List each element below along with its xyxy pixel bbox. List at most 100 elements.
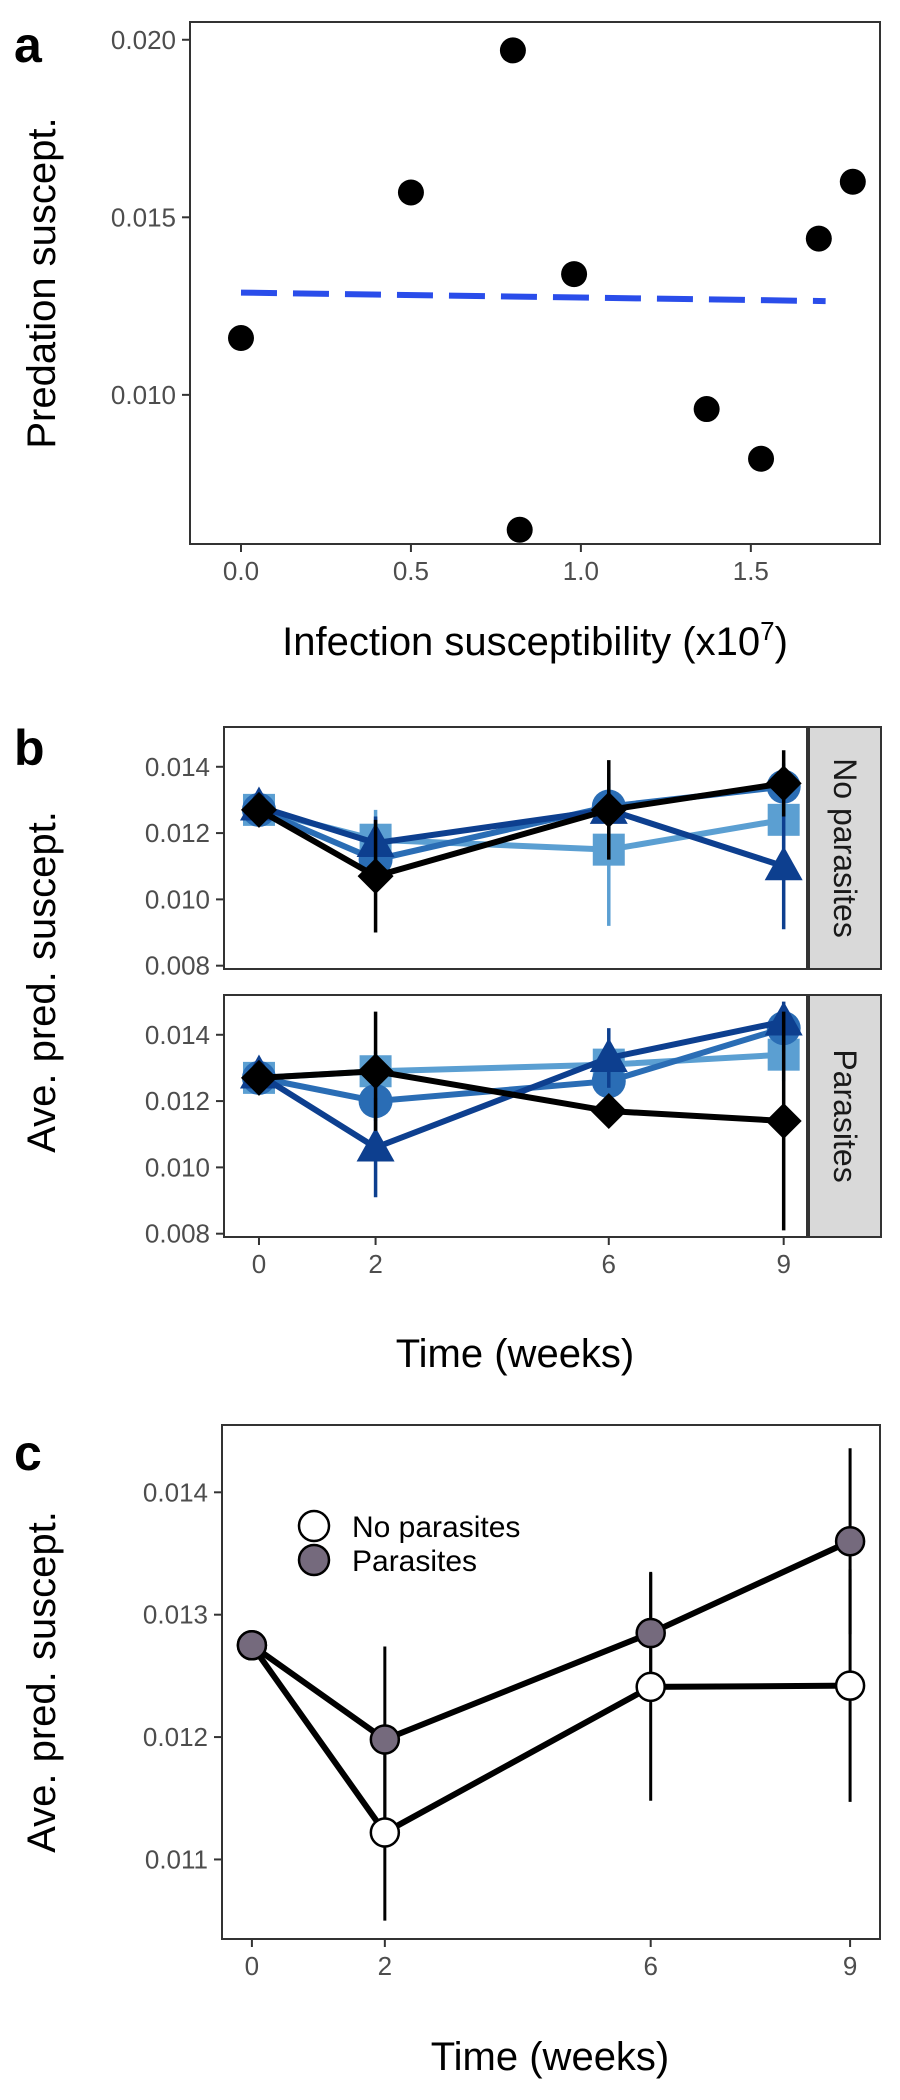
facet-marks [239,750,803,933]
series-diamond [240,750,802,933]
series-line [258,803,785,870]
series-triangle [239,780,803,930]
panel-c-marks [236,1448,866,1921]
legend-label-parasites: Parasites [352,1545,477,1578]
y-tick-label: 0.010 [111,380,176,410]
diamond-marker [765,765,802,802]
legend-key-no-parasites [297,1509,331,1543]
scatter-point [839,168,866,195]
triangle-marker [356,1127,395,1162]
triangle-marker [764,846,803,881]
panel-c-y-ticks: 0.011 0.012 0.013 0.014 [143,1477,222,1874]
series-triangle [239,1001,803,1198]
legend-key-parasites [297,1543,331,1577]
y-tick-label: 0.008 [145,951,210,981]
series-diamond [240,1011,802,1231]
panel-c-legend: No parasites Parasites [297,1509,520,1578]
diamond-marker [240,791,277,828]
x-tick-label: 0 [252,1249,266,1279]
scatter-point [561,261,588,288]
facet-plot-border [223,994,808,1238]
facet-plot-border [223,726,808,970]
panel-b: b No parasites 0.008 0.010 0.012 0.014 Para… [14,720,882,1376]
x-tick-label: 1.0 [563,556,599,586]
panel-a-letter: a [14,17,43,73]
facet-strip-label: Parasites [827,1049,863,1182]
panel-b-x-ticks: 0 2 6 9 [252,1237,791,1279]
x-tick-label: 2 [378,1951,392,1981]
data-point [834,1670,866,1701]
y-tick-label: 0.015 [111,202,176,232]
panel-b-y-title: Ave. pred. suscept. [20,811,64,1153]
data-point [635,1617,666,1649]
scatter-point [805,225,832,252]
y-tick-label: 0.010 [145,1152,210,1182]
y-tick-label: 0.012 [143,1722,208,1752]
panel-a-trend-line [240,289,826,305]
diamond-marker [240,1059,277,1096]
x-tick-label: 0 [245,1951,259,1981]
panel-a-x-title: Infection susceptibility (x107) [282,616,788,664]
panel-b-letter: b [14,720,45,776]
series-circle [241,1004,801,1121]
y-tick-label: 0.012 [145,1086,210,1116]
panel-a: a 0.010 0.015 0.020 0.0 0.5 1.0 1.5 Predation… [14,17,881,664]
data-point [635,1671,666,1703]
scatter-point [748,445,775,472]
panel-a-y-ticks: 0.010 0.015 0.020 [111,25,190,410]
diamond-marker [765,1102,802,1139]
legend-label-no-parasites: No parasites [352,1511,520,1544]
y-tick-label: 0.014 [145,1020,210,1050]
panel-c-y-title: Ave. pred. suscept. [20,1511,64,1853]
scatter-point [499,37,526,64]
series-line [257,780,785,880]
facet-y-ticks: 0.008 0.010 0.012 0.014 [145,1020,224,1249]
series-line [258,1068,784,1124]
facet-strip-label: No parasites [827,758,863,938]
scatter-point [397,179,424,206]
diamond-marker [357,858,394,895]
y-tick-label: 0.014 [145,752,210,782]
panel-a-x-ticks: 0.0 0.5 1.0 1.5 [223,544,769,586]
scatter-point [693,396,720,423]
panel-a-x-title-superscript: 7 [760,616,774,646]
panel-b-facet-no-parasites: No parasites 0.008 0.010 0.012 0.014 [145,726,882,981]
panel-a-plot-border [189,21,881,545]
panel-c-x-title: Time (weeks) [431,2035,670,2079]
y-tick-label: 0.010 [145,884,210,914]
panel-a-y-title: Predation suscept. [20,117,64,448]
data-point [236,1630,268,1661]
y-tick-label: 0.012 [145,818,210,848]
x-tick-label: 0.0 [223,556,259,586]
diamond-marker [590,1093,627,1130]
panel-a-x-title-main: Infection susceptibility (x10 [282,620,760,664]
y-tick-label: 0.020 [111,25,176,55]
y-tick-label: 0.008 [145,1219,210,1249]
x-tick-label: 2 [368,1249,382,1279]
y-tick-label: 0.013 [143,1600,208,1630]
data-point [834,1526,866,1557]
diamond-marker [590,791,627,828]
scatter-point [506,516,533,543]
series-line [257,1018,785,1151]
facet-marks [239,1001,803,1231]
panel-c: c 0.011 0.012 0.013 0.014 0 2 6 9 No parasites… [14,1424,881,2079]
series-line [249,1643,851,1837]
panel-c-letter: c [14,1425,42,1481]
x-tick-label: 9 [843,1951,857,1981]
series-points [236,1526,866,1755]
diamond-marker [357,1053,394,1090]
x-tick-label: 6 [602,1249,616,1279]
x-tick-label: 1.5 [733,556,769,586]
data-point [369,1724,401,1755]
facet-strip [808,726,882,970]
panel-b-facet-parasites: Parasites 0.008 0.010 0.012 0.014 [145,994,882,1249]
data-point [369,1817,401,1848]
panel-a-points [227,37,866,543]
x-tick-label: 0.5 [393,556,429,586]
panel-b-x-title: Time (weeks) [396,1332,635,1376]
x-tick-label: 9 [776,1249,790,1279]
y-tick-label: 0.014 [143,1477,208,1507]
panel-c-plot-border [221,1424,881,1940]
